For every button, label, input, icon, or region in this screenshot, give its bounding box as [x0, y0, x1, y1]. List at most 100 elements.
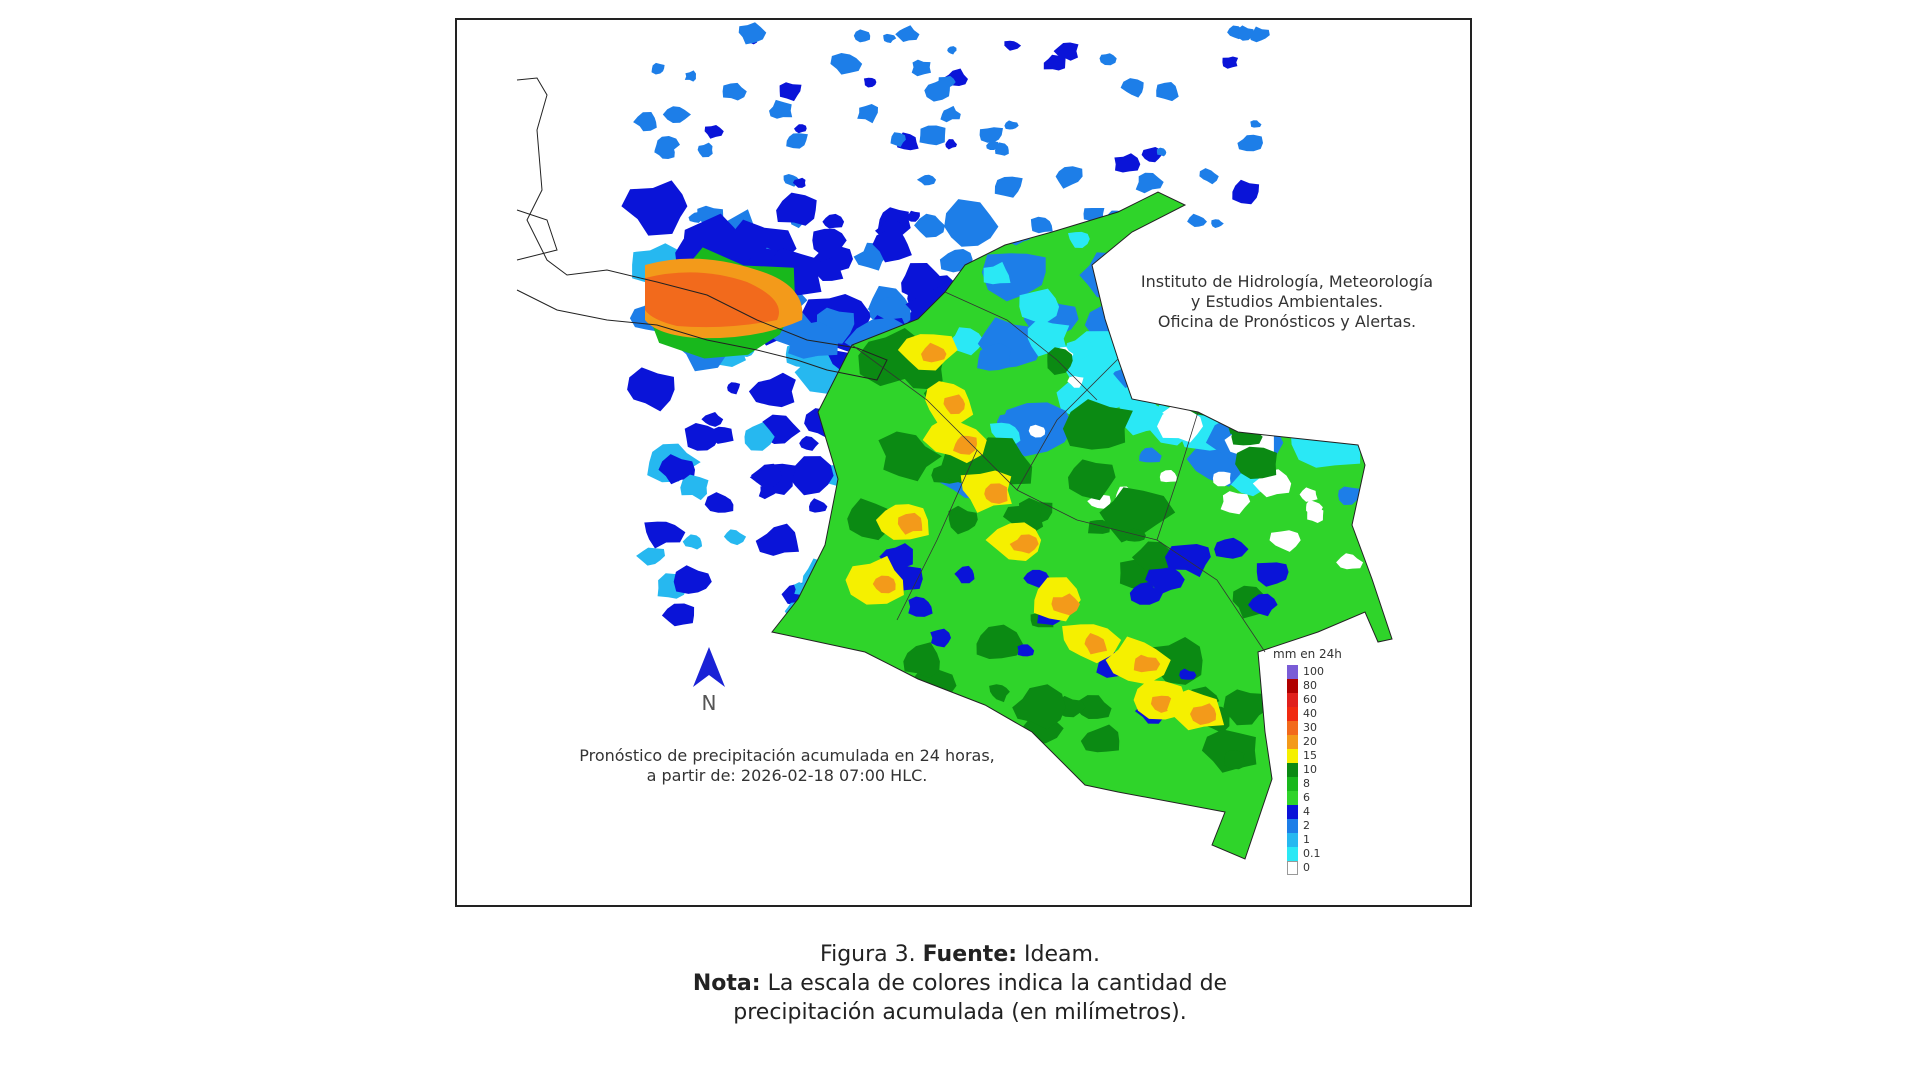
- legend-swatch: [1287, 693, 1298, 707]
- rain-cell: [644, 521, 686, 549]
- rain-cell: [903, 642, 940, 678]
- rain-cell: [1205, 353, 1252, 386]
- legend-swatch: [1287, 861, 1298, 875]
- rain-cell: [1124, 528, 1146, 542]
- rain-cell: [1346, 232, 1380, 260]
- rain-cell: [867, 297, 907, 320]
- rain-cell: [654, 136, 680, 156]
- rain-cell: [1132, 325, 1194, 370]
- rain-cell: [1235, 446, 1277, 479]
- rain-cell: [627, 367, 675, 412]
- rain-cell: [1282, 219, 1324, 250]
- rain-cell: [680, 474, 709, 501]
- rain-cell: [1184, 330, 1242, 383]
- rain-cell: [621, 180, 688, 236]
- rain-cell: [872, 228, 912, 263]
- rain-cell: [794, 124, 807, 134]
- rain-cell: [1159, 222, 1217, 267]
- legend-label: 4: [1303, 805, 1310, 818]
- legend-swatch: [1287, 735, 1298, 749]
- rain-cell: [830, 53, 863, 75]
- forecast-map-figure: Instituto de Hidrología, Meteorología y …: [455, 18, 1472, 907]
- rain-cell: [658, 454, 695, 485]
- rain-cell: [908, 596, 933, 617]
- forecast-line: a partir de: 2026-02-18 07:00 HLC.: [646, 766, 928, 785]
- rain-cell: [862, 677, 931, 726]
- legend-swatch: [1287, 791, 1298, 805]
- legend-swatch: [1287, 763, 1298, 777]
- rain-cell: [1133, 654, 1161, 673]
- rain-cell: [1017, 644, 1035, 657]
- rain-cell: [1019, 288, 1060, 323]
- rain-cell: [1190, 703, 1217, 725]
- rain-cell: [1012, 684, 1066, 730]
- rain-cell: [684, 423, 719, 451]
- rain-cell: [1256, 562, 1289, 587]
- rain-cell: [983, 261, 1011, 285]
- rain-cell: [916, 174, 937, 186]
- legend-label: 0: [1303, 861, 1310, 874]
- rain-cell: [1237, 134, 1263, 152]
- rain-cell: [785, 321, 839, 359]
- caption-source: Ideam.: [1024, 942, 1100, 967]
- rain-cell: [984, 483, 1008, 504]
- institution-label: Instituto de Hidrología, Meteorología y …: [1117, 272, 1457, 332]
- rain-cell: [673, 565, 712, 594]
- rain-cell: [1220, 491, 1251, 515]
- rain-cell: [1055, 166, 1083, 189]
- rain-cell: [872, 575, 896, 594]
- legend-label: 100: [1303, 665, 1324, 678]
- rain-cell: [1131, 541, 1179, 573]
- legend-swatch: [1287, 749, 1298, 763]
- rain-cell: [792, 177, 806, 188]
- legend-swatch: [1287, 805, 1298, 819]
- rain-cell: [919, 125, 946, 146]
- rain-cell: [1047, 347, 1073, 375]
- rain-cell: [897, 512, 923, 535]
- rain-cell: [1237, 25, 1254, 41]
- rain-cell: [1165, 229, 1193, 252]
- rain-cell: [1293, 367, 1335, 405]
- legend-label: 2: [1303, 819, 1310, 832]
- rain-cell: [945, 139, 957, 150]
- legend-color-bar: [1287, 665, 1298, 875]
- rain-cell: [769, 99, 793, 119]
- rain-cell: [901, 263, 947, 303]
- rain-cell: [979, 127, 1003, 143]
- rain-cell: [1068, 459, 1116, 501]
- rain-cell: [1187, 213, 1207, 227]
- rain-cell: [1066, 339, 1093, 363]
- rain-cell: [1099, 53, 1117, 66]
- forecast-line: Pronóstico de precipitación acumulada en…: [579, 746, 995, 765]
- central-america-coastline: [516, 77, 888, 381]
- rain-cell: [906, 210, 920, 222]
- rain-cell: [1129, 582, 1164, 605]
- rain-cell: [940, 105, 961, 123]
- rain-cell: [1159, 470, 1177, 483]
- rain-cell: [989, 684, 1010, 703]
- department-borders: [851, 291, 1266, 653]
- rain-cell: [682, 534, 703, 550]
- rain-cell: [722, 82, 747, 101]
- rain-cell: [1004, 40, 1022, 51]
- rain-cell: [853, 29, 871, 43]
- caption-line-2: Nota: La escala de colores indica la can…: [0, 969, 1920, 998]
- rain-cell: [921, 342, 947, 363]
- rain-cell: [1062, 399, 1133, 450]
- forecast-description: Pronóstico de precipitación acumulada en…: [537, 746, 1037, 786]
- legend-label: 80: [1303, 679, 1317, 692]
- legend-swatch: [1287, 833, 1298, 847]
- rain-cell: [1099, 487, 1176, 543]
- rain-cell: [863, 77, 877, 88]
- rain-cell: [1068, 231, 1090, 248]
- legend-label: 0.1: [1303, 847, 1321, 860]
- rain-cell: [1145, 567, 1185, 595]
- rain-cell: [1249, 26, 1270, 43]
- rain-cell: [944, 199, 999, 247]
- north-arrow-icon: [693, 647, 725, 687]
- rain-cell: [977, 343, 1012, 371]
- rain-cell: [995, 142, 1009, 156]
- rain-cell: [822, 213, 845, 229]
- rain-cell: [1214, 537, 1249, 559]
- institution-line: Instituto de Hidrología, Meteorología: [1140, 272, 1434, 291]
